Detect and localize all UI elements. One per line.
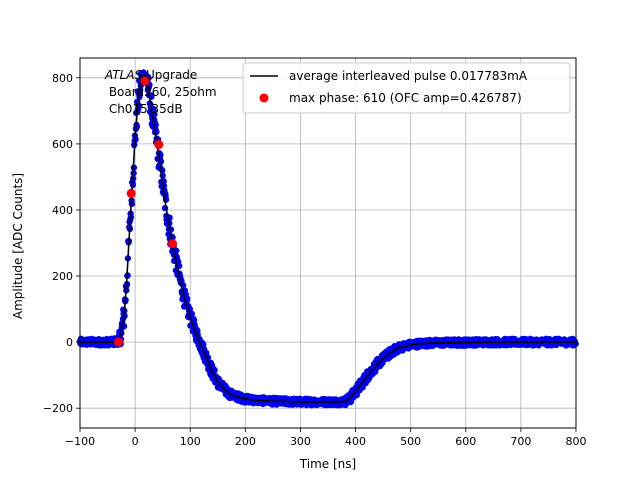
max-phase-point <box>154 140 164 150</box>
average-pulse-line <box>80 73 576 403</box>
y-tick-label: 800 <box>52 72 73 85</box>
x-tick-label: 600 <box>455 435 476 448</box>
annotation-line-2: Board260, 25ohm <box>105 85 217 99</box>
x-tick-label: 200 <box>235 435 256 448</box>
axes: −100 0 100 200 300 400 500 600 700 800 −200 0 200 400… <box>43 57 587 448</box>
average-pulse-line-group <box>80 73 576 403</box>
atlas-annotation: ATLAS Upgrade Board260, 25ohm Ch015 35dB <box>104 68 217 116</box>
max-phase-point <box>168 239 178 249</box>
max-phase-point <box>114 337 124 347</box>
y-tick-label: 200 <box>52 270 73 283</box>
annotation-line-1: ATLAS Upgrade <box>104 68 197 82</box>
max-phase-markers <box>114 76 178 347</box>
max-phase-point <box>126 188 136 198</box>
legend-entry-max-phase: max phase: 610 (OFC amp=0.426787) <box>289 91 522 105</box>
x-tick-label: 300 <box>290 435 311 448</box>
x-tick-label: 500 <box>400 435 421 448</box>
annotation-atlas: ATLAS <box>104 68 143 82</box>
x-axis-label: Time [ns] <box>299 457 356 471</box>
y-tick-label: 400 <box>52 204 73 217</box>
legend-box <box>242 62 571 114</box>
annotation-upgrade: Upgrade <box>142 68 197 82</box>
x-tick-label: 800 <box>566 435 587 448</box>
x-tick-label: −100 <box>65 435 95 448</box>
axes-frame <box>79 57 577 429</box>
legend-entry-average-pulse: average interleaved pulse 0.017783mA <box>289 69 528 83</box>
annotation-line-3: Ch015 35dB <box>105 102 183 116</box>
x-tick-label: 400 <box>345 435 366 448</box>
y-axis-label: Amplitude [ADC Counts] <box>11 173 25 319</box>
max-phase-point <box>140 76 150 86</box>
x-tick-label: 100 <box>180 435 201 448</box>
legend: average interleaved pulse 0.017783mA max… <box>242 62 571 114</box>
x-tick-label: 0 <box>132 435 139 448</box>
x-tick-label: 700 <box>510 435 531 448</box>
legend-marker-swatch <box>259 93 269 103</box>
y-tick-label: −200 <box>43 402 73 415</box>
y-tick-label: 600 <box>52 138 73 151</box>
y-tick-label: 0 <box>66 336 73 349</box>
